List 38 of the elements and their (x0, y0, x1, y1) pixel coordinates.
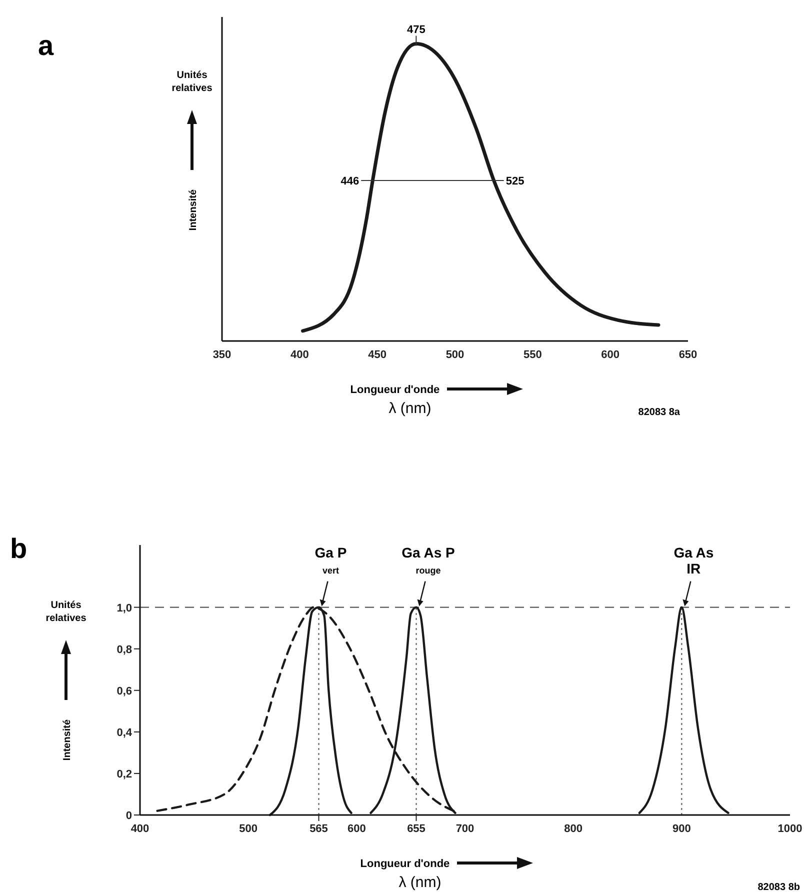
x-tick-label: 700 (456, 823, 474, 835)
x-tick-label: 400 (290, 349, 309, 361)
y-tick-label: 0,8 (116, 644, 132, 656)
x-tick-label: 500 (446, 349, 464, 361)
x-tick-label: 500 (239, 823, 258, 835)
x-tick-label: 600 (601, 349, 620, 361)
y-axis-title: Intensité (62, 719, 73, 761)
annotation: 446 (340, 175, 360, 188)
y-tick-label: 0,6 (116, 685, 132, 698)
text: 82083 8b (758, 882, 800, 893)
annotation: 475 (406, 24, 426, 36)
text: 82083 8a (638, 407, 680, 418)
y-tick-label: 1,0 (116, 602, 132, 614)
annotation: Ga P vert (314, 544, 347, 576)
x-tick-label: 400 (130, 823, 150, 835)
x-tick-label: 450 (368, 349, 387, 361)
y-tick-label: 0,4 (116, 726, 133, 739)
x-tick-label: 600 (347, 823, 366, 835)
x-tick-label: 900 (672, 823, 691, 835)
annotation: 525 (506, 175, 524, 188)
x-tick-label: 565 (310, 823, 328, 835)
text: Unités relatives (172, 70, 213, 94)
y-axis-title: Intensité (188, 189, 199, 231)
x-tick-label: 550 (523, 349, 542, 361)
x-tick-label: 655 (407, 823, 426, 835)
text: Unités relatives (46, 600, 87, 624)
x-tick-label: 350 (212, 349, 232, 361)
x-tick-label: 650 (678, 349, 698, 361)
annotation: Ga As P rouge (402, 544, 455, 576)
x-tick-label: 800 (564, 823, 583, 835)
chart-title: b (10, 533, 28, 564)
y-tick-label: 0,2 (116, 768, 132, 780)
x-axis-title: Longueur d'onde λ (nm) (360, 858, 450, 891)
chart-title: a (38, 30, 54, 61)
x-tick-label: 1000 (778, 823, 802, 835)
annotation: Ga As IR (674, 544, 714, 576)
x-axis-title: Longueur d'onde λ (nm) (350, 384, 440, 417)
y-tick-label: 0 (126, 810, 132, 822)
